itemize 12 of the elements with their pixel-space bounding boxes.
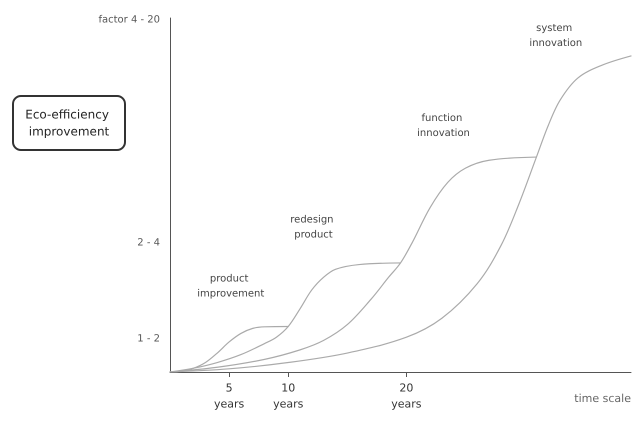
text: function innovation [417,113,470,140]
text: Eco-efficiency improvement [25,108,113,138]
x-axis-title: time scale [574,392,632,405]
text: 1 - 2 [137,334,160,344]
x-tick-label: 5 years [214,382,245,410]
text: product improvement [197,273,264,300]
x-tick-label: 10 years [273,382,304,410]
x-tick-label: 20 years [391,382,422,410]
text: system innovation [529,23,582,50]
text: factor 4 - 20 [98,14,160,26]
text: 2 - 4 [137,238,160,248]
text: redesign product [290,214,337,240]
